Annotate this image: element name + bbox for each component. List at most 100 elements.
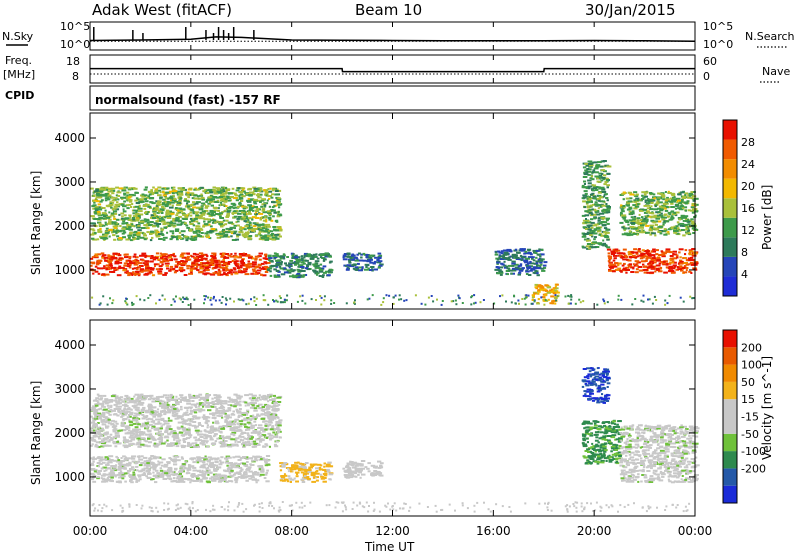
heatmap-cell [625,272,627,274]
heatmap-cell [112,199,116,201]
heatmap-cell [153,213,156,215]
heatmap-cell [190,215,192,217]
heatmap-cell [264,224,267,226]
heatmap-cell [300,266,305,268]
heatmap-cell [262,223,265,225]
heatmap-cell [163,478,168,480]
heatmap-cell [610,262,612,264]
heatmap-cell [592,241,597,243]
heatmap-cell [628,192,631,194]
heatmap-cell [222,296,224,298]
heatmap-cell [328,270,331,272]
heatmap-cell [556,287,559,289]
heatmap-cell [193,224,195,226]
heatmap-cell [120,259,122,261]
heatmap-cell [150,189,153,191]
heatmap-cell [606,173,610,175]
heatmap-cell [188,304,190,306]
heatmap-cell [128,200,132,202]
heatmap-cell [227,213,231,215]
heatmap-cell [607,223,610,225]
heatmap-cell [121,477,124,479]
heatmap-cell [248,478,252,480]
heatmap-cell [513,255,515,257]
heatmap-cell [166,268,169,270]
heatmap-cell [202,210,206,212]
heatmap-cell [105,464,110,466]
heatmap-cell [155,220,158,222]
heatmap-cell [103,189,106,191]
heatmap-cell [156,268,160,270]
heatmap-cell [121,190,126,192]
heatmap-cell [169,259,173,261]
heatmap-cell [255,217,260,219]
heatmap-cell [110,265,113,267]
heatmap-cell [668,233,670,235]
heatmap-cell [271,201,275,203]
heatmap-cell [187,201,191,203]
heatmap-cell [655,299,657,301]
heatmap-cell [194,480,199,482]
heatmap-cell [200,271,204,273]
heatmap-cell [113,208,117,210]
heatmap-cell [683,257,686,259]
heatmap-cell [348,262,351,264]
heatmap-cell [190,270,193,272]
heatmap-cell [90,473,94,475]
heatmap-cell [184,236,188,238]
heatmap-cell [599,177,601,179]
heatmap-cell [428,297,430,299]
heatmap-cell [675,208,677,210]
heatmap-cell [192,206,196,208]
heatmap-cell [150,221,154,223]
heatmap-cell [263,189,265,191]
heatmap-cell [592,178,595,180]
heatmap-cell [678,218,681,220]
heatmap-cell [582,246,585,248]
heatmap-cell [644,269,648,271]
heatmap-cell [113,211,117,213]
heatmap-cell [204,223,209,225]
heatmap-cell [665,198,670,200]
heatmap-cell [247,232,250,234]
heatmap-cell [217,191,221,193]
heatmap-cell [239,253,244,255]
heatmap-cell [603,300,605,302]
heatmap-cell [128,219,131,221]
heatmap-cell [525,258,530,260]
heatmap-cell [273,205,275,207]
heatmap-cell [172,474,175,476]
heatmap-cell [242,271,246,273]
heatmap-cell [591,213,593,215]
heatmap-cell [629,219,633,221]
heatmap-cell [556,292,560,294]
heatmap-cell [254,456,258,458]
heatmap-cell [212,268,215,270]
heatmap-cell [139,464,142,466]
heatmap-cell [118,195,121,197]
heatmap-cell [93,202,95,204]
heatmap-cell [605,233,607,235]
heatmap-cell [261,198,266,200]
heatmap-cell [232,212,237,214]
heatmap-cell [284,262,287,264]
heatmap-cell [641,216,644,218]
heatmap-cell [256,213,258,215]
colorbar-swatch [723,237,737,257]
heatmap-cell [244,206,247,208]
heatmap-cell [642,220,647,222]
heatmap-cell [140,462,144,464]
heatmap-cell [122,205,127,207]
heatmap-cell [175,228,179,230]
heatmap-cell [661,250,664,252]
heatmap-cell [269,268,273,270]
heatmap-cell [191,268,195,270]
heatmap-cell [132,236,135,238]
heatmap-cell [521,259,523,261]
heatmap-cell [317,258,320,260]
heatmap-cell [597,230,601,232]
heatmap-cell [114,421,118,423]
heatmap-cell [267,188,269,190]
heatmap-cell [315,260,320,262]
heatmap-cell [248,235,252,237]
